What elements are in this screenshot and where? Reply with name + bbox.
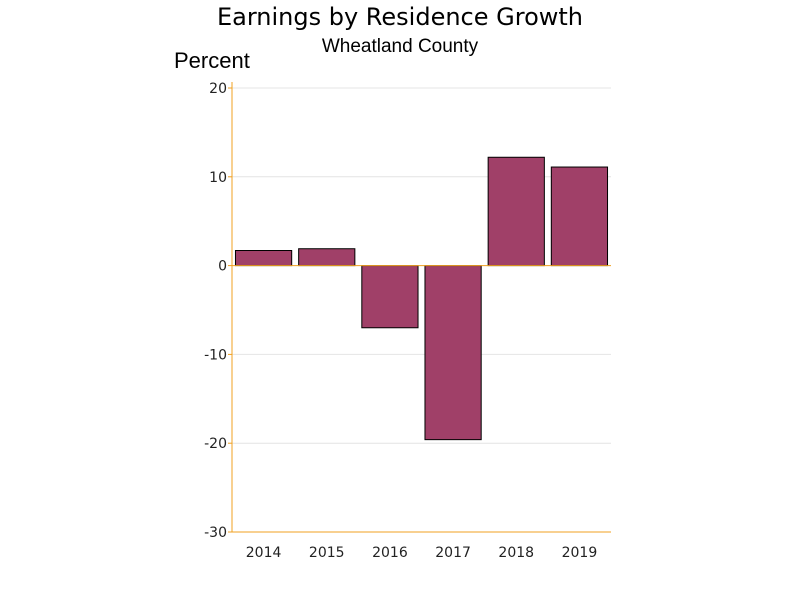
x-tick-label: 2014 (246, 545, 282, 561)
bar-2014 (234, 250, 293, 267)
x-tick-label: 2017 (435, 545, 471, 561)
y-tick-label: -30 (204, 525, 227, 541)
chart-title: Earnings by Residence Growth (217, 3, 583, 31)
bars (234, 156, 609, 441)
y-tick-label: 0 (218, 259, 227, 275)
x-tick-label: 2018 (498, 545, 534, 561)
bar-2019 (550, 166, 609, 267)
axes (228, 82, 611, 533)
y-tick-label: -10 (204, 347, 227, 363)
x-tick-label: 2019 (562, 545, 598, 561)
bar-2015 (298, 248, 356, 267)
x-tick-label: 2016 (372, 545, 408, 561)
x-tick-labels: 2014 2015 2016 2017 2018 2019 (246, 545, 597, 561)
bar-2017 (424, 265, 482, 441)
gridlines (232, 87, 611, 444)
y-tick-label: 10 (209, 170, 227, 186)
y-tick-label: -20 (204, 436, 227, 452)
bar-2016 (361, 265, 419, 329)
y-tick-labels: 20 10 0 -10 -20 -30 (204, 81, 227, 541)
y-tick-label: 20 (209, 81, 227, 97)
y-axis-label: Percent (174, 48, 250, 73)
chart-subtitle: Wheatland County (322, 36, 479, 57)
x-tick-label: 2015 (309, 545, 345, 561)
bar-2018 (487, 156, 545, 267)
